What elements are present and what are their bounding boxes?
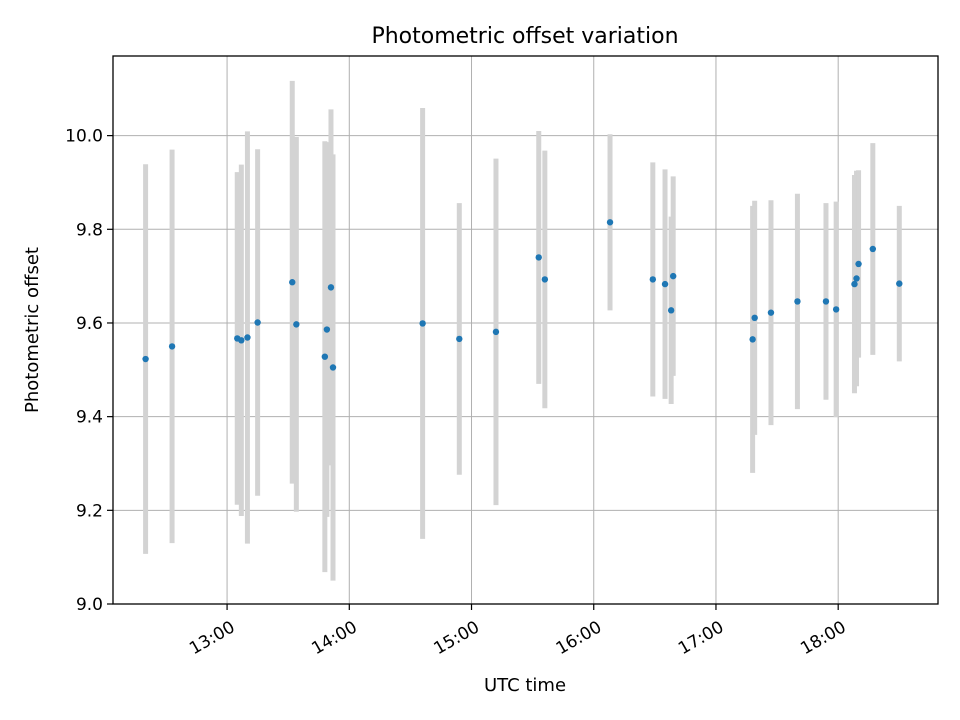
data-point-28 <box>851 280 858 288</box>
data-point-13 <box>456 335 463 343</box>
data-point-17 <box>606 219 614 226</box>
y-tick-label-3: 9.6 <box>76 314 103 334</box>
data-point-31 <box>869 245 877 253</box>
data-point-23 <box>751 314 758 322</box>
data-point-15 <box>535 254 542 261</box>
data-point-4 <box>244 334 251 341</box>
data-point-6 <box>289 279 296 286</box>
y-tick-label-5: 10.0 <box>65 127 103 147</box>
data-point-7 <box>293 321 300 328</box>
plot-frame <box>112 55 939 605</box>
x-axis-label: UTC time <box>484 675 566 696</box>
data-point-30 <box>855 260 862 268</box>
y-tick-label-0: 9.0 <box>76 595 103 615</box>
y-tick-label-1: 9.2 <box>76 501 103 521</box>
data-point-8 <box>321 353 329 360</box>
data-point-25 <box>794 298 801 305</box>
data-point-14 <box>492 328 500 336</box>
data-point-11 <box>329 364 337 371</box>
y-tick-label-4: 9.8 <box>76 220 103 240</box>
data-point-layer <box>142 219 903 371</box>
data-point-20 <box>667 307 675 314</box>
data-point-5 <box>254 319 261 326</box>
data-point-12 <box>419 320 426 327</box>
data-point-29 <box>853 275 860 282</box>
data-point-10 <box>327 284 335 291</box>
data-point-1 <box>168 343 176 350</box>
chart-title: Photometric offset variation <box>371 24 678 49</box>
data-point-19 <box>661 280 669 288</box>
y-tick-label-2: 9.4 <box>76 408 103 428</box>
plot-area-background <box>113 56 938 604</box>
data-point-9 <box>323 326 331 333</box>
data-point-16 <box>541 276 549 283</box>
data-point-18 <box>649 276 657 283</box>
data-point-0 <box>142 355 149 363</box>
data-point-32 <box>896 280 903 287</box>
data-point-27 <box>832 306 840 313</box>
data-point-24 <box>767 309 775 316</box>
y-axis-label: Photometric offset <box>22 247 43 413</box>
data-point-21 <box>669 272 677 280</box>
data-point-26 <box>822 298 830 305</box>
data-point-22 <box>749 336 756 343</box>
data-point-3 <box>238 337 245 344</box>
